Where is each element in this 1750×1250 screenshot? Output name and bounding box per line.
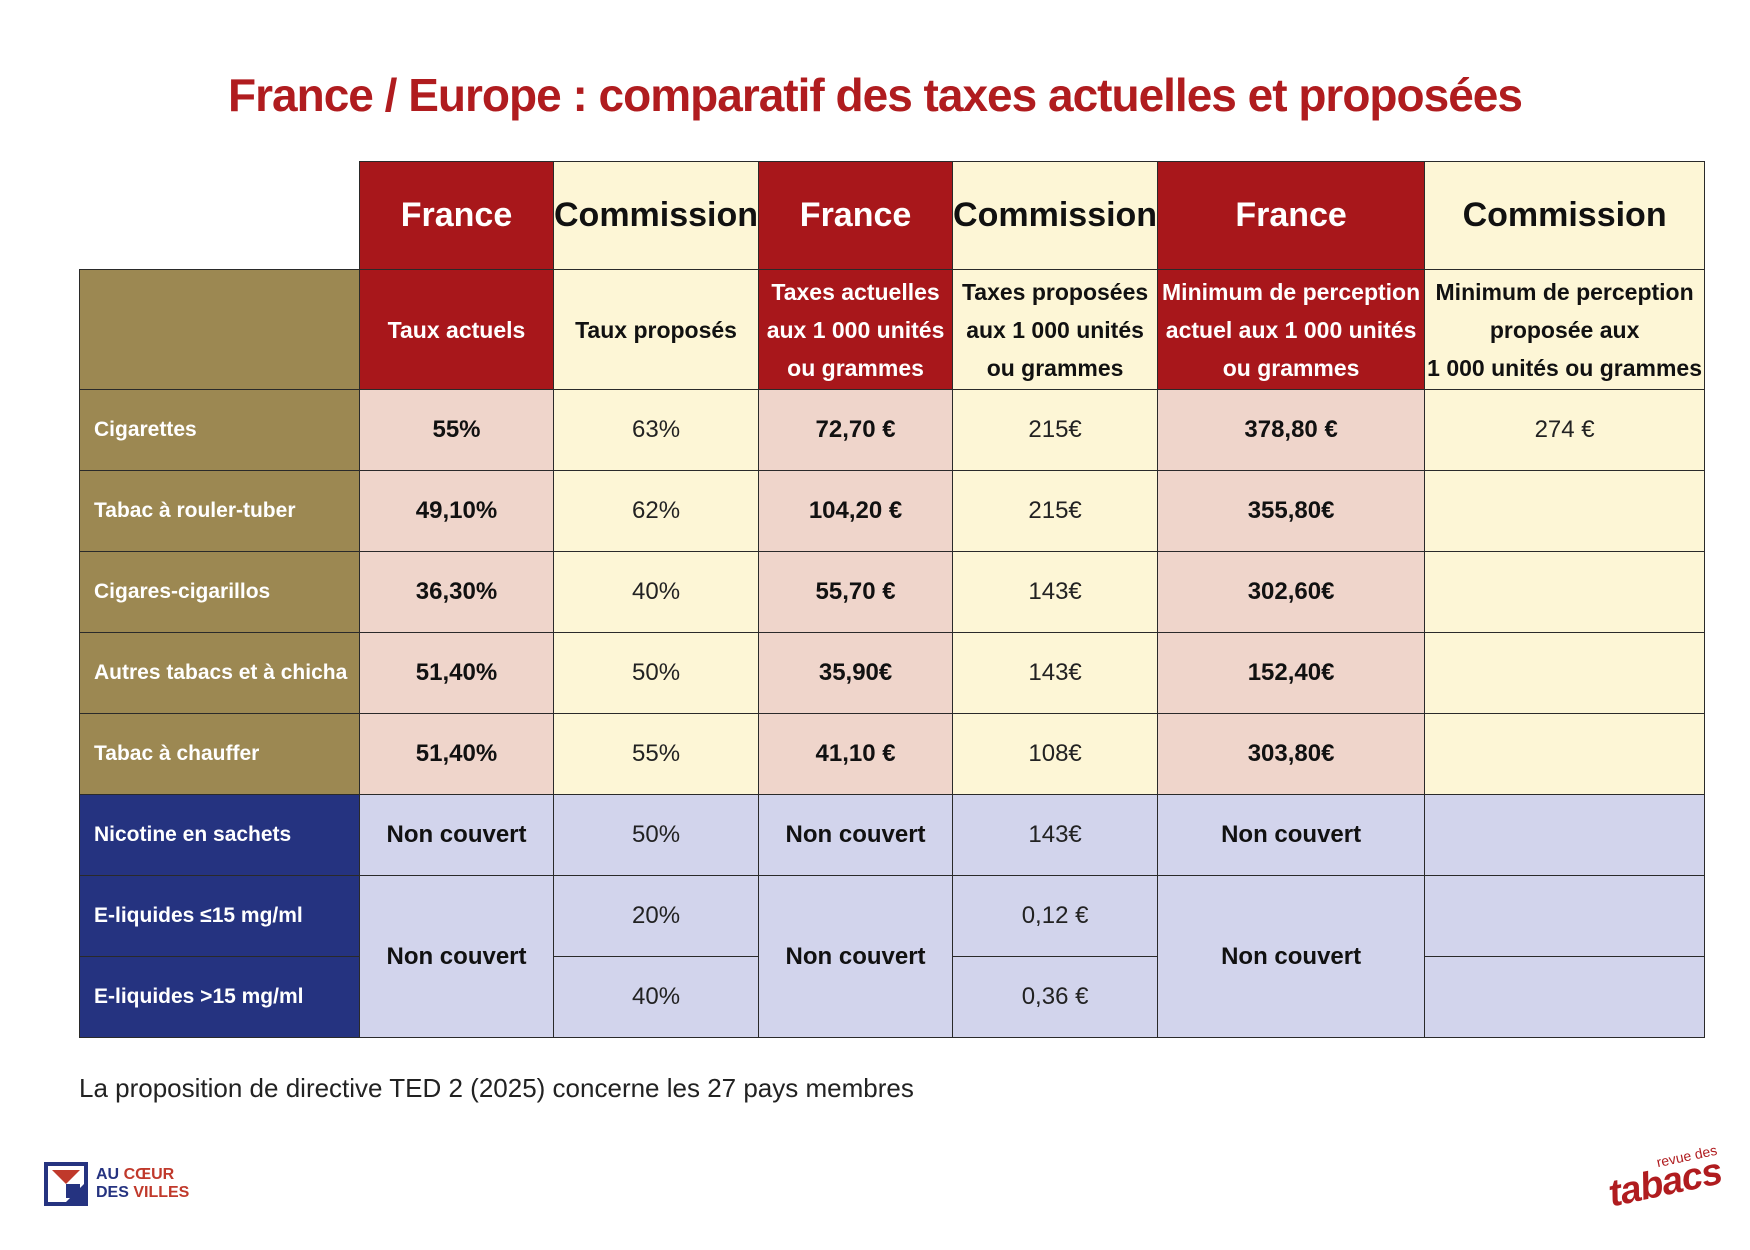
table-cell: 152,40€ <box>1157 632 1426 714</box>
table-cell: 303,80€ <box>1157 713 1426 795</box>
row-label: Tabac à rouler-tuber <box>79 470 360 552</box>
table-row: E-liquides ≤15 mg/ml Non couvert 20% Non… <box>79 875 1706 1038</box>
table-cell: 63% <box>552 389 760 471</box>
merged-cell: Non couvert <box>758 875 954 1038</box>
table-cell: 36,30% <box>359 551 554 633</box>
table-cell: 72,70 € <box>758 389 954 471</box>
table-cell: 274 € <box>1424 389 1706 471</box>
logo-text: AU CŒUR DES VILLES <box>96 1166 190 1201</box>
row-label: Cigarettes <box>79 389 360 471</box>
table-cell: 0,36 € <box>952 956 1159 1038</box>
table-cell <box>1424 632 1706 714</box>
header-france-2: France <box>758 161 954 270</box>
row-label: Nicotine en sachets <box>79 794 360 876</box>
table-cell: Non couvert <box>1157 794 1426 876</box>
subheader-minimum-propose: Minimum de perception proposée aux 1 000 u… <box>1424 269 1706 390</box>
table-cell <box>1424 956 1706 1038</box>
table-cell: 55,70 € <box>758 551 954 633</box>
table-cell: 41,10 € <box>758 713 954 795</box>
row-label: E-liquides >15 mg/ml <box>79 956 360 1038</box>
table-cell: 55% <box>552 713 760 795</box>
row-label: Cigares-cigarillos <box>79 551 360 633</box>
table-cell: 40% <box>552 956 760 1038</box>
row-label: Tabac à chauffer <box>79 713 360 795</box>
table-cell: 143€ <box>952 551 1159 633</box>
subheader-taux-proposes: Taux proposés <box>552 269 760 390</box>
table-cell <box>1424 713 1706 795</box>
subheader-minimum-actuel: Minimum de perception actuel aux 1 000 un… <box>1157 269 1426 390</box>
table-cell: Non couvert <box>758 794 954 876</box>
header-france-3: France <box>1157 161 1426 270</box>
subheader-taxes-proposees: Taxes proposées aux 1 000 unités ou gramme… <box>952 269 1159 390</box>
merged-cell: Non couvert <box>359 875 554 1038</box>
table-cell <box>1424 875 1706 957</box>
table-cell: 51,40% <box>359 632 554 714</box>
table-row: Cigarettes 55% 63% 72,70 € 215€ 378,80 €… <box>79 389 1706 471</box>
table-cell <box>1424 470 1706 552</box>
table-cell: 378,80 € <box>1157 389 1426 471</box>
subheader-taux-actuels: Taux actuels <box>359 269 554 390</box>
table-row: Tabac à chauffer 51,40% 55% 41,10 € 108€… <box>79 713 1706 795</box>
table-cell: 55% <box>359 389 554 471</box>
table-cell: 215€ <box>952 389 1159 471</box>
header-commission-3: Commission <box>1424 161 1706 270</box>
table-cell: 215€ <box>952 470 1159 552</box>
table-row: Nicotine en sachets Non couvert 50% Non … <box>79 794 1706 876</box>
table-cell: Non couvert <box>359 794 554 876</box>
au-coeur-des-villes-logo: AU CŒUR DES VILLES <box>44 1162 189 1206</box>
table-cell: 35,90€ <box>758 632 954 714</box>
footnote: La proposition de directive TED 2 (2025)… <box>79 1073 914 1103</box>
page-title: France / Europe : comparatif des taxes a… <box>228 69 1523 121</box>
table-row: Autres tabacs et à chicha 51,40% 50% 35,… <box>79 632 1706 714</box>
table-cell <box>1424 551 1706 633</box>
subheader-taxes-actuelles: Taxes actuelles aux 1 000 unités ou gramme… <box>758 269 954 390</box>
table-cell: 108€ <box>952 713 1159 795</box>
table-cell: 104,20 € <box>758 470 954 552</box>
table-cell: 40% <box>552 551 760 633</box>
tax-comparison-table: France Commission France Commission Fran… <box>79 161 1706 1038</box>
table-cell: 0,12 € <box>952 875 1159 957</box>
logo-big-text: tabacs <box>1604 1150 1726 1216</box>
table-cell: 302,60€ <box>1157 551 1426 633</box>
table-row: Cigares-cigarillos 36,30% 40% 55,70 € 14… <box>79 551 1706 633</box>
header-commission-1: Commission <box>552 161 760 270</box>
table-row: E-liquides >15 mg/ml 40% 0,36 € <box>79 956 1706 1038</box>
table-cell: 51,40% <box>359 713 554 795</box>
revue-des-tabacs-logo: revue des tabacs <box>1605 1142 1726 1216</box>
blank-corner <box>79 161 360 270</box>
header-row-sub: Taux actuels Taux proposés Taxes actuell… <box>79 269 1706 390</box>
header-commission-2: Commission <box>952 161 1159 270</box>
table-cell: 20% <box>552 875 760 957</box>
table-cell: 143€ <box>952 794 1159 876</box>
table-cell: 49,10% <box>359 470 554 552</box>
header-label-cell <box>79 269 360 390</box>
table-cell: 143€ <box>952 632 1159 714</box>
row-label: E-liquides ≤15 mg/ml <box>79 875 360 957</box>
merged-cell: Non couvert <box>1157 875 1426 1038</box>
header-france-1: France <box>359 161 554 270</box>
table-cell: 50% <box>552 794 760 876</box>
table-cell: 50% <box>552 632 760 714</box>
header-row-top: France Commission France Commission Fran… <box>79 161 1706 270</box>
row-label: Autres tabacs et à chicha <box>79 632 360 714</box>
table-cell <box>1424 794 1706 876</box>
house-logo-icon <box>44 1162 88 1206</box>
table-cell: 62% <box>552 470 760 552</box>
table-cell: 355,80€ <box>1157 470 1426 552</box>
table-row: Tabac à rouler-tuber 49,10% 62% 104,20 €… <box>79 470 1706 552</box>
